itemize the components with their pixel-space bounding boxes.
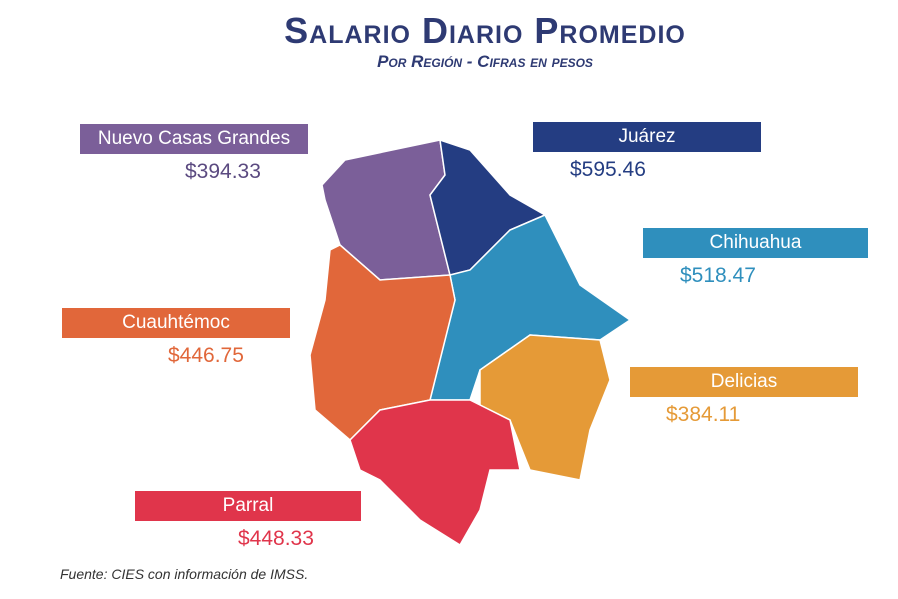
region-parral xyxy=(349,399,521,547)
region-value: $595.46 xyxy=(570,158,646,181)
region-label: Cuauhtémoc xyxy=(62,308,290,338)
region-value: $448.33 xyxy=(238,527,314,550)
region-value: $446.75 xyxy=(168,344,244,367)
region-label: Delicias xyxy=(630,367,858,397)
title: Salario Diario Promedio xyxy=(284,10,686,51)
region-value: $518.47 xyxy=(680,264,756,287)
region-label: Juárez xyxy=(533,122,761,152)
region-label: Parral xyxy=(135,491,361,521)
source: Fuente: CIES con información de IMSS. xyxy=(60,566,309,582)
region-value: $384.11 xyxy=(666,403,741,426)
region-label: Chihuahua xyxy=(643,228,868,258)
subtitle: Por Región - Cifras en pesos xyxy=(377,52,593,71)
region-delicias xyxy=(479,334,611,481)
region-label: Nuevo Casas Grandes xyxy=(80,124,308,154)
region-value: $394.33 xyxy=(185,160,261,183)
